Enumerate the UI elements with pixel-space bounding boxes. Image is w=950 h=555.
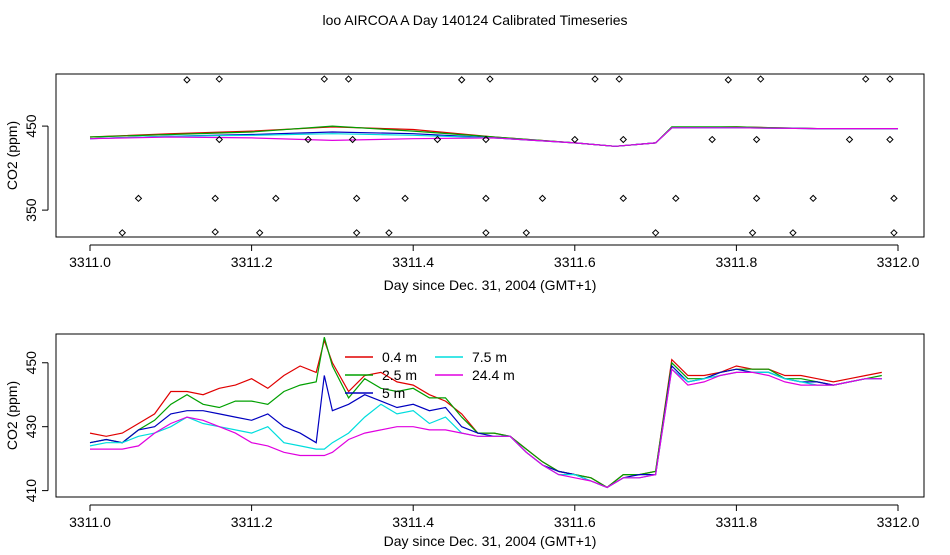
marker-point — [255, 229, 264, 237]
marker-point — [886, 75, 894, 83]
marker-point — [134, 194, 143, 203]
marker-point — [348, 135, 357, 144]
marker-point — [809, 194, 817, 203]
marker-point — [211, 228, 219, 236]
y-axis-label: CO2 (ppm) — [4, 381, 20, 450]
y-tick-label: 450 — [23, 351, 39, 375]
y-tick-label: 410 — [23, 479, 39, 503]
x-axis-label: Day since Dec. 31, 2004 (GMT+1) — [384, 533, 597, 549]
marker-point — [748, 229, 757, 237]
marker-point — [385, 229, 393, 237]
legend-label-1: 0.4 m — [382, 349, 417, 365]
marker-point — [672, 194, 680, 203]
marker-point — [708, 135, 716, 144]
x-axis-label: Day since Dec. 31, 2004 (GMT+1) — [384, 277, 597, 293]
figure-title: loo AIRCOA A Day 140124 Calibrated Times… — [322, 12, 628, 28]
marker-point — [591, 75, 599, 83]
marker-point — [272, 194, 280, 203]
x-tick-label: 3311.8 — [716, 254, 758, 270]
legend-label-5: 24.4 m — [472, 367, 515, 383]
marker-point — [789, 229, 797, 237]
legend-label-2: 2.5 m — [382, 367, 417, 383]
marker-point — [890, 194, 898, 203]
marker-point — [724, 76, 733, 84]
legend-label-3: 5 m — [382, 385, 405, 401]
marker-point — [886, 135, 894, 144]
marker-point — [215, 135, 223, 144]
x-tick-label: 3311.2 — [231, 514, 273, 530]
x-tick-label: 3311.6 — [554, 514, 596, 530]
legend-label-4: 7.5 m — [472, 349, 507, 365]
marker-point — [482, 135, 490, 144]
marker-point — [571, 135, 579, 144]
y-tick-label: 450 — [23, 114, 39, 138]
marker-point — [118, 229, 127, 237]
marker-point — [482, 194, 490, 203]
marker-point — [615, 75, 623, 83]
marker-point — [352, 194, 361, 203]
marker-point — [890, 229, 898, 237]
marker-point — [486, 75, 494, 83]
x-tick-label: 3311.0 — [69, 254, 111, 270]
marker-point — [457, 76, 466, 84]
x-tick-label: 3312.0 — [877, 254, 920, 270]
marker-point — [211, 194, 219, 203]
marker-point — [752, 135, 761, 144]
marker-point — [538, 194, 547, 203]
x-tick-label: 3312.0 — [877, 514, 920, 530]
marker-point — [482, 229, 490, 237]
series-line-2-3 — [89, 364, 882, 489]
x-tick-label: 3311.0 — [69, 514, 111, 530]
marker-point — [651, 229, 660, 237]
marker-point — [304, 135, 312, 144]
marker-point — [522, 229, 531, 237]
x-tick-label: 3311.4 — [392, 514, 434, 530]
marker-point — [183, 76, 191, 84]
marker-point — [845, 135, 854, 144]
plot-frame-2 — [55, 333, 925, 498]
y-tick-label: 350 — [23, 198, 39, 222]
x-tick-label: 3311.8 — [716, 514, 758, 530]
marker-point — [619, 194, 627, 203]
marker-point — [756, 75, 765, 83]
y-tick-label: 430 — [23, 415, 39, 439]
marker-point — [401, 194, 409, 203]
marker-point — [619, 135, 627, 144]
x-tick-label: 3311.2 — [231, 254, 273, 270]
plot-frame-1 — [55, 73, 925, 238]
series-line-2-5 — [90, 367, 882, 489]
marker-point — [752, 194, 761, 203]
marker-point — [344, 75, 353, 83]
marker-point — [320, 75, 329, 83]
marker-point — [352, 229, 361, 237]
marker-point — [433, 135, 442, 144]
marker-point — [215, 75, 223, 83]
series-line-2-4 — [89, 368, 882, 489]
x-tick-label: 3311.4 — [392, 254, 434, 270]
marker-point — [861, 75, 870, 83]
y-axis-label: CO2 (ppm) — [4, 121, 20, 190]
x-tick-label: 3311.6 — [554, 254, 596, 270]
